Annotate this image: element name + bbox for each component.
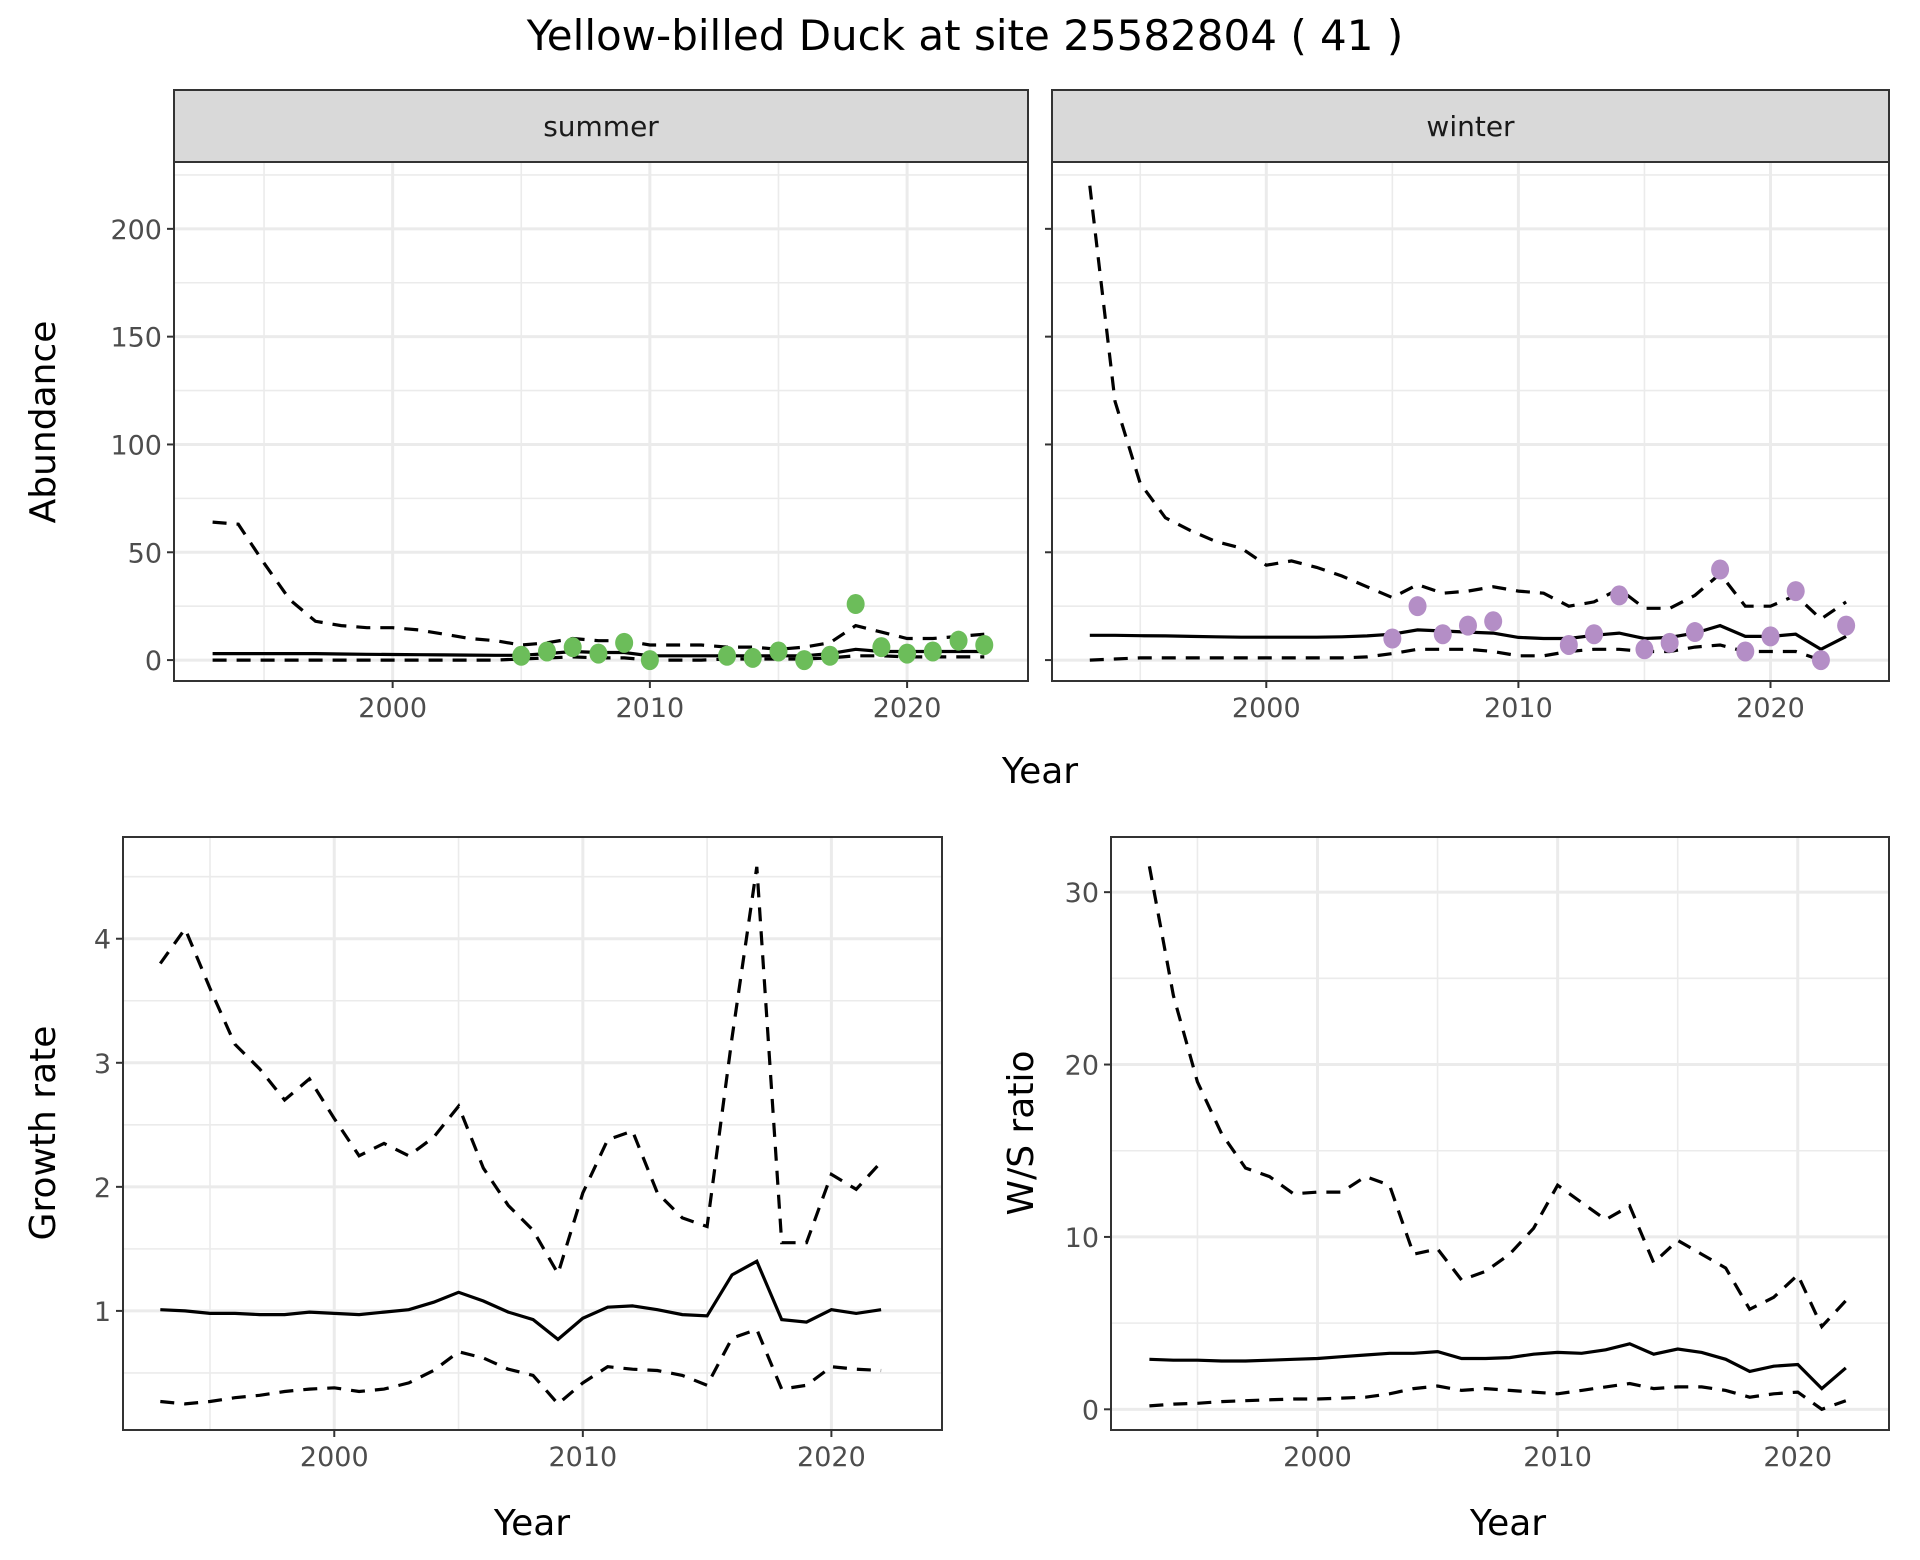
plot-area (174, 162, 1028, 681)
x-tick-label: 2020 (873, 693, 942, 724)
observed-count-point (1585, 624, 1604, 645)
lower-ci-line (1149, 1381, 1847, 1412)
plot-area (1052, 162, 1889, 681)
x-tick-label: 2020 (1763, 1442, 1832, 1473)
y-axis-title: Growth rate (23, 1026, 64, 1241)
x-tick-label: 2010 (1484, 693, 1553, 724)
observed-count-point (1559, 634, 1578, 655)
facet-strip-label: winter (1426, 110, 1515, 143)
observed-count-point (1484, 611, 1503, 632)
y-tick-label: 200 (110, 215, 162, 246)
y-tick-label: 20 (1065, 1051, 1099, 1082)
x-axis-title: Year (493, 1503, 570, 1544)
observed-count-point (537, 641, 556, 662)
x-tick-label: 2010 (548, 1442, 617, 1473)
y-tick-label: 1 (94, 1297, 111, 1328)
x-tick-label: 2020 (797, 1442, 866, 1473)
observed-count-point (743, 647, 762, 668)
y-tick-label: 0 (1082, 1395, 1099, 1426)
observed-count-point (1736, 641, 1755, 662)
x-axis-title: Year (1001, 751, 1078, 792)
y-tick-label: 4 (94, 925, 111, 956)
x-tick-label: 2010 (1523, 1442, 1592, 1473)
y-tick-label: 0 (145, 646, 162, 677)
x-tick-label: 2000 (300, 1442, 369, 1473)
y-tick-label: 3 (94, 1049, 111, 1080)
x-tick-label: 2000 (358, 693, 427, 724)
observed-count-point (820, 645, 839, 666)
observed-count-point (872, 637, 891, 658)
y-tick-label: 10 (1065, 1223, 1099, 1254)
x-tick-label: 2010 (616, 693, 685, 724)
x-tick-label: 2020 (1736, 693, 1805, 724)
observed-count-point (1811, 650, 1830, 671)
y-axis-title: W/S ratio (1001, 1050, 1042, 1215)
facet-strip (1051, 89, 1890, 163)
panel-border (1110, 836, 1890, 1431)
facet-strip (173, 89, 1029, 163)
plot-area (123, 837, 942, 1430)
observed-count-point (1660, 632, 1679, 653)
upper-ci-line (1147, 866, 1847, 1330)
observed-count-point (975, 634, 994, 655)
observed-count-point (1685, 622, 1704, 643)
figure-title: Yellow-billed Duck at site 25582804 ( 41… (526, 11, 1404, 60)
observed-count-point (1761, 626, 1780, 647)
observed-count-point (563, 637, 582, 658)
observed-count-point (589, 643, 608, 664)
observed-count-point (1635, 639, 1654, 660)
observed-count-point (769, 641, 788, 662)
observed-count-point (1786, 581, 1805, 602)
observed-count-point (1433, 624, 1452, 645)
observed-count-point (923, 641, 942, 662)
y-tick-label: 50 (128, 538, 162, 569)
panel-border (122, 836, 943, 1431)
mean-line (1149, 1342, 1847, 1391)
ws-ratio-panel: 2000 2010 2020 0 10 20 30 (1065, 836, 1890, 1473)
y-tick-label: 2 (94, 1173, 111, 1204)
observed-count-point (795, 650, 814, 671)
observed-count-point (1610, 585, 1629, 606)
growth-rate-panel: 2000 2010 2020 1 2 3 4 (94, 836, 943, 1473)
observed-count-point (1837, 615, 1856, 636)
observed-count-point (1711, 559, 1730, 580)
observed-count-point (898, 643, 917, 664)
y-tick-label: 30 (1065, 878, 1099, 909)
lower-ci-line (160, 1327, 882, 1407)
lower-ci-line (1089, 643, 1822, 662)
facet-strip-label: summer (543, 110, 659, 143)
observed-count-point (1408, 596, 1427, 617)
mean-line (160, 1259, 882, 1342)
y-tick-label: 100 (110, 430, 162, 461)
x-tick-label: 2000 (1232, 693, 1301, 724)
winter-panel: winter 2000 2010 2020 (1045, 89, 1890, 724)
plot-area (1111, 837, 1889, 1430)
x-tick-label: 2000 (1283, 1442, 1352, 1473)
observed-count-point (949, 630, 968, 651)
observed-count-point (512, 645, 531, 666)
summer-panel: summer 2000 2010 2020 0 50 100 150 200 (110, 89, 1029, 724)
observed-count-point (1383, 628, 1402, 649)
observed-count-point (615, 632, 634, 653)
y-tick-label: 150 (110, 323, 162, 354)
x-axis-title: Year (1469, 1503, 1546, 1544)
observed-count-point (1458, 615, 1477, 636)
observed-count-point (718, 645, 737, 666)
observed-count-point (640, 650, 659, 671)
y-axis-title: Abundance (23, 321, 64, 524)
upper-ci-line (212, 520, 985, 651)
observed-count-point (846, 594, 865, 615)
